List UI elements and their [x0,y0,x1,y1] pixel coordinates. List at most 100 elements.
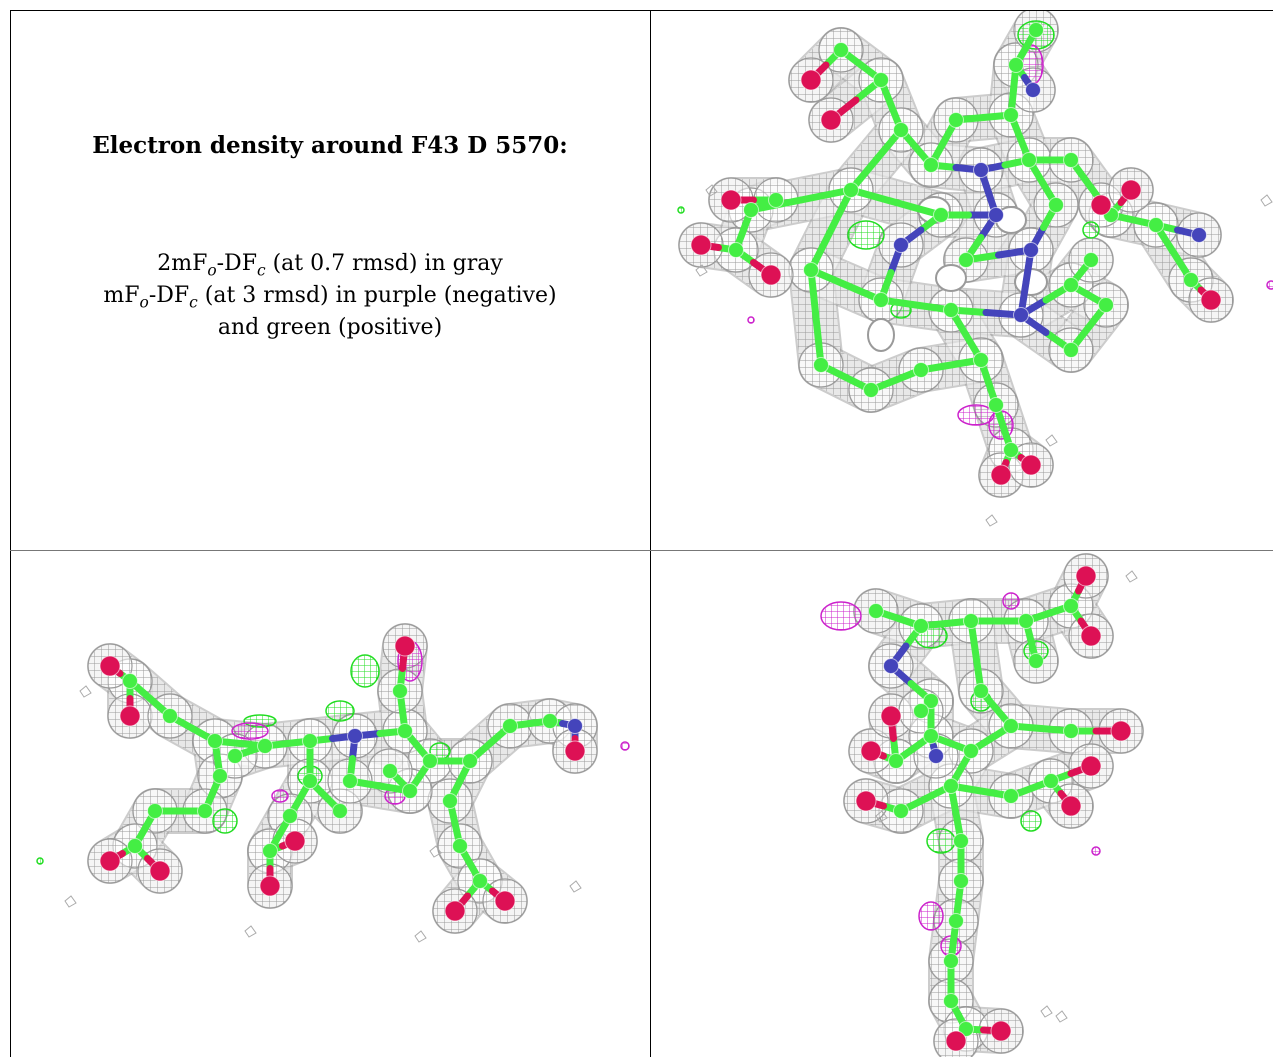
oxygen-atom [1080,755,1102,777]
oxygen-atom [990,464,1012,486]
oxygen-atom [564,740,586,762]
carbon-atom [868,603,884,619]
noise-fragment [1040,1005,1053,1018]
nitrogen-atom [883,658,899,674]
nitrogen-atom [893,237,909,253]
carbon-atom [257,738,273,754]
carbon-atom [948,913,964,929]
carbon-atom [933,207,949,223]
carbon-atom [743,202,759,218]
ring-hole [867,318,895,352]
positive-density-blob [36,857,44,865]
carbon-atom [122,673,138,689]
carbon-atom [863,382,879,398]
ring-hole [935,264,967,292]
oxygen-atom [1110,720,1132,742]
nitrogen-atom [1023,242,1039,258]
density-view-bottom-right [651,551,1273,1057]
nitrogen-atom [928,748,944,764]
carbon-atom [813,357,829,373]
caption-body: 2mFo-DFc (at 0.7 rmsd) in gray mFo-DFc (… [10,248,650,344]
table-rule-left [10,10,11,1057]
positive-density-blob [325,700,355,722]
carbon-atom [1148,217,1164,233]
noise-fragment [1045,434,1058,447]
carbon-atom [1018,613,1034,629]
oxygen-atom [720,189,742,211]
carbon-atom [923,728,939,744]
oxygen-atom [444,900,466,922]
oxygen-atom [820,109,842,131]
carbon-atom [1003,442,1019,458]
carbon-atom [542,713,558,729]
carbon-atom [988,397,1004,413]
noise-fragment [64,895,77,908]
noise-fragment [1055,1010,1068,1023]
oxygen-atom [1120,179,1142,201]
oxygen-atom [1020,454,1042,476]
negative-density-blob [271,789,289,803]
carbon-atom [442,793,458,809]
noise-fragment [244,925,257,938]
negative-density-blob [1266,280,1273,290]
carbon-atom [397,723,413,739]
oxygen-atom [855,790,877,812]
nitrogen-atom [1013,307,1029,323]
oxygen-atom [860,740,882,762]
carbon-atom [873,292,889,308]
carbon-atom [963,613,979,629]
carbon-atom [147,803,163,819]
negative-density-blob [747,316,755,324]
oxygen-atom [1090,194,1112,216]
oxygen-atom [99,850,121,872]
positive-density-blob [847,220,885,250]
oxygen-atom [1060,795,1082,817]
noise-fragment [1260,194,1273,207]
carbon-atom [913,703,929,719]
negative-density-blob [918,901,944,931]
carbon-atom [843,182,859,198]
carbon-atom [963,743,979,759]
carbon-atom [948,112,964,128]
carbon-atom [227,748,243,764]
density-render-side-view [36,623,630,943]
negative-density-blob [1002,592,1020,610]
ball-and-stick-model [690,22,1222,486]
nitrogen-atom [973,162,989,178]
positive-density-blob [350,654,380,688]
carbon-atom [1028,22,1044,38]
caption-line-fofc: mFo-DFc (at 3 rmsd) in purple (negative) [103,283,557,312]
carbon-atom [943,953,959,969]
carbon-atom [833,42,849,58]
carbon-atom [1083,252,1099,268]
carbon-atom [1028,653,1044,669]
carbon-atom [973,352,989,368]
oxygen-atom [394,635,416,657]
carbon-atom [943,778,959,794]
carbon-atom [502,718,518,734]
carbon-atom [1063,598,1079,614]
carbon-atom [382,763,398,779]
positive-density-blob [677,206,685,214]
nitrogen-atom [1025,82,1041,98]
carbon-atom [728,242,744,258]
oxygen-atom [494,890,516,912]
noise-fragment [429,845,442,858]
carbon-atom [1063,723,1079,739]
carbon-atom [913,618,929,634]
carbon-atom [1183,272,1199,288]
table-rule-row [10,550,1273,551]
carbon-atom [943,993,959,1009]
carbon-atom [472,873,488,889]
carbon-atom [332,803,348,819]
carbon-atom [452,838,468,854]
noise-fragment [414,930,427,943]
density-mesh-2fofc [678,10,1234,498]
carbon-atom [1063,152,1079,168]
nitrogen-atom [988,207,1004,223]
carbon-atom [402,783,418,799]
carbon-atom [888,753,904,769]
carbon-atom [893,122,909,138]
carbon-atom [1063,342,1079,358]
density-view-top-right [651,10,1273,550]
